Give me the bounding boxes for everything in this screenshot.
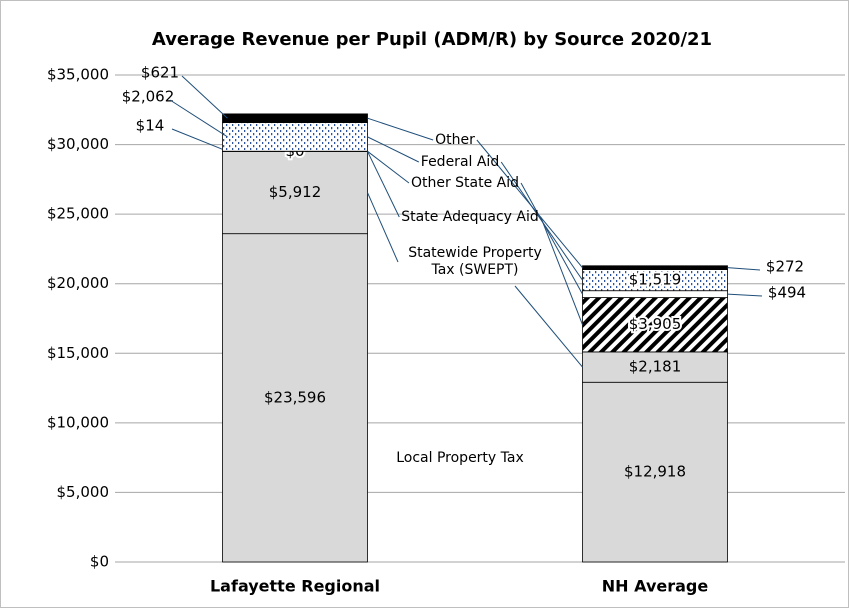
data-label: $14 — [136, 117, 165, 135]
y-tick-label: $30,000 — [47, 135, 109, 153]
bar-segment — [582, 290, 728, 298]
callout-leader — [520, 182, 583, 295]
chart-title: Average Revenue per Pupil (ADM/R) by Sou… — [152, 29, 712, 50]
data-label: $12,918 — [624, 463, 686, 481]
series-label: Federal Aid — [420, 153, 500, 170]
callout-leader — [367, 136, 420, 163]
series-label: Local Property Tax — [396, 449, 524, 466]
callout-leader — [367, 151, 400, 218]
label-leader — [169, 99, 228, 138]
callout-leader — [367, 150, 410, 184]
bar-segment — [582, 265, 728, 270]
series-label: Statewide Property Tax (SWEPT) — [408, 245, 542, 278]
callout-leader — [476, 139, 583, 268]
label-leader — [727, 267, 761, 271]
callout-leader — [514, 285, 583, 368]
callout-leader — [367, 117, 434, 141]
data-label: $272 — [766, 258, 804, 276]
y-tick-label: $0 — [90, 553, 109, 571]
series-label: Other State Aid — [410, 174, 520, 191]
data-label: $494 — [768, 284, 806, 302]
bar-segment — [582, 351, 728, 383]
x-tick-label: NH Average — [602, 577, 709, 596]
bar-segment — [222, 151, 368, 235]
series-label: State Adequacy Aid — [401, 208, 539, 225]
y-tick-label: $25,000 — [47, 205, 109, 223]
y-tick-label: $10,000 — [47, 413, 109, 431]
data-label: $3,905 — [629, 315, 682, 333]
data-label: $23,596 — [264, 388, 326, 406]
data-label: $2,181 — [629, 358, 682, 376]
bar-segment — [222, 122, 368, 152]
x-tick-label: Lafayette Regional — [210, 577, 380, 596]
y-tick-label: $35,000 — [47, 66, 109, 84]
bar-segment — [582, 297, 728, 353]
callout-leader — [540, 216, 583, 325]
callout-leader — [500, 161, 583, 281]
bar-segment — [582, 381, 728, 563]
bar-segment — [222, 113, 368, 123]
data-label: $5,912 — [269, 183, 322, 201]
data-label: $1,519 — [629, 271, 682, 289]
label-leader — [181, 75, 228, 119]
label-leader — [727, 293, 763, 297]
series-label: Other — [435, 131, 475, 148]
data-label: $2,062 — [122, 88, 175, 106]
y-tick-label: $5,000 — [57, 483, 110, 501]
bar-segment — [222, 233, 368, 563]
callout-leader — [367, 192, 399, 263]
data-label: $621 — [141, 64, 179, 82]
y-tick-label: $20,000 — [47, 274, 109, 292]
y-tick-label: $15,000 — [47, 344, 109, 362]
label-leader — [171, 128, 228, 152]
